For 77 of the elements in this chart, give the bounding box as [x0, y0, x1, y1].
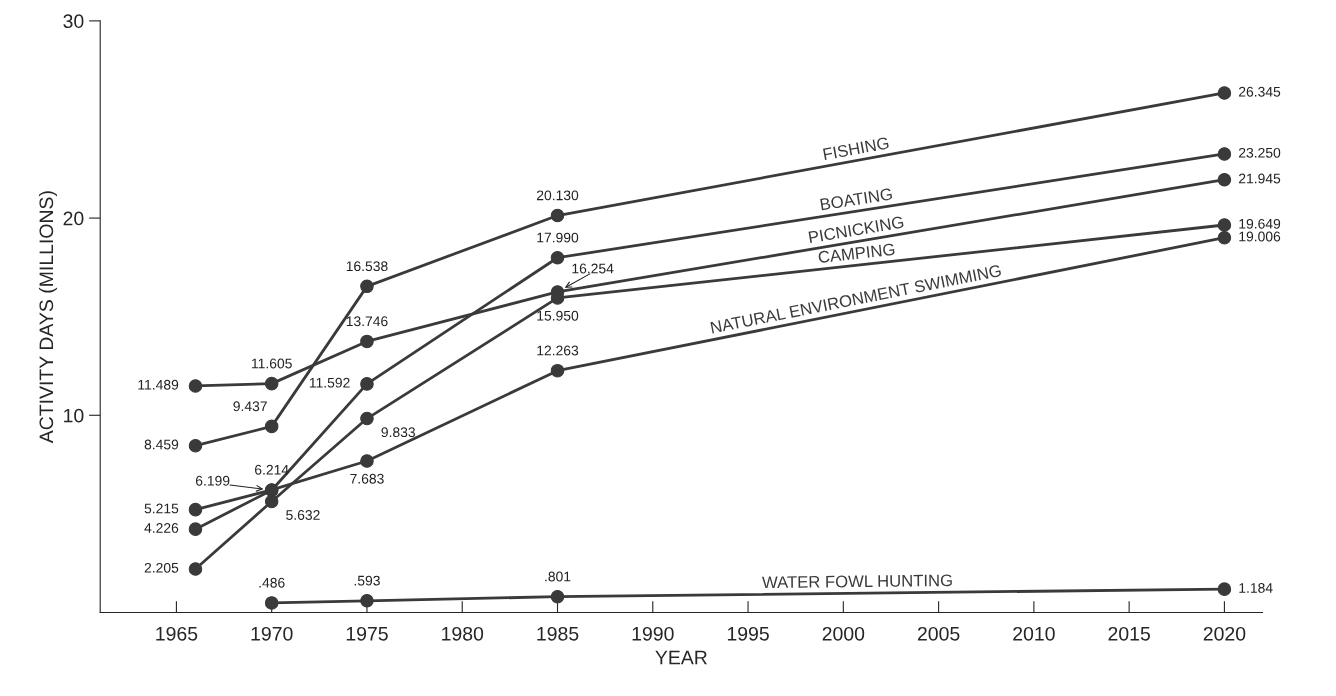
text: FISHING — [822, 136, 890, 161]
point — [550, 208, 565, 223]
point — [264, 419, 279, 434]
data-label: 2.205 — [144, 562, 179, 573]
point — [264, 596, 279, 610]
y-tick-label: 30 — [63, 14, 84, 29]
data-label: .486 — [259, 577, 285, 588]
data-label: 1.184 — [1239, 583, 1273, 593]
point — [188, 379, 203, 393]
x-tick-label: 1975 — [346, 626, 388, 641]
point — [1217, 218, 1232, 232]
data-label: 6.214 — [255, 464, 289, 475]
data-label: 11.489 — [138, 379, 179, 390]
x-tick-label: 2005 — [917, 626, 960, 641]
data-label: 6.199 — [195, 475, 230, 486]
point — [188, 562, 203, 576]
data-label: 9.833 — [381, 427, 415, 438]
point — [550, 363, 565, 378]
data-label: .593 — [354, 575, 380, 586]
point — [360, 454, 374, 468]
point — [360, 334, 374, 349]
point — [188, 438, 203, 453]
data-label: 16.538 — [346, 261, 388, 272]
data-label: 9.437 — [233, 401, 267, 412]
data-label: 23.250 — [1239, 147, 1281, 158]
point — [188, 502, 203, 517]
data-label: 19.006 — [1239, 231, 1281, 242]
x-tick-label: 1980 — [442, 626, 484, 641]
point — [360, 377, 374, 391]
x-axis-title: YEAR — [655, 650, 707, 665]
data-label: 5.632 — [286, 510, 320, 520]
data-label: .801 — [545, 571, 571, 582]
point — [550, 250, 565, 265]
point — [264, 483, 279, 497]
data-label: 13.746 — [346, 316, 388, 327]
x-tick-label: 2000 — [822, 626, 865, 641]
x-tick-label: 2015 — [1108, 626, 1150, 641]
data-label: 17.990 — [537, 232, 579, 243]
point — [360, 411, 374, 426]
y-tick-label: 10 — [64, 408, 84, 423]
y-tick-label: 20 — [63, 211, 84, 226]
series-label: WATER FOWL HUNTING — [762, 574, 952, 589]
point — [550, 589, 565, 604]
data-label: 5.215 — [144, 503, 179, 514]
point — [1217, 230, 1232, 245]
x-tick-label: 1965 — [156, 626, 198, 641]
data-label: 12.263 — [537, 345, 579, 356]
data-label: 19.649 — [1239, 218, 1281, 229]
point — [1217, 582, 1232, 596]
data-label: 11.592 — [309, 377, 350, 388]
data-label: 26.345 — [1239, 86, 1281, 97]
point — [264, 494, 279, 509]
x-tick-label: 2020 — [1203, 626, 1246, 641]
data-label: 16.254 — [572, 263, 614, 274]
y-axis-title: ACTIVITY DAYS (MILLIONS) — [38, 191, 58, 444]
x-tick-label: 1990 — [632, 626, 674, 641]
point — [1217, 147, 1232, 161]
data-label: 21.945 — [1239, 173, 1281, 184]
data-label: 11.605 — [252, 358, 292, 369]
data-label: 8.459 — [144, 439, 179, 450]
point — [1217, 172, 1232, 187]
point — [1217, 86, 1232, 100]
text: CAMPING — [818, 243, 895, 264]
x-tick-label: 2010 — [1013, 626, 1055, 641]
x-tick-label: 1995 — [727, 626, 769, 641]
data-label: 7.683 — [350, 473, 384, 484]
text: PICNICKING — [808, 215, 904, 244]
point — [360, 279, 374, 294]
data-label: 4.226 — [144, 523, 179, 533]
point — [264, 376, 279, 391]
x-tick-label: 1970 — [251, 626, 293, 641]
x-tick-label: 1985 — [537, 626, 579, 641]
text: BOATING — [820, 187, 893, 211]
point — [360, 594, 374, 608]
data-label: 20.130 — [536, 190, 579, 201]
point — [188, 522, 203, 536]
data-label: 15.950 — [537, 310, 579, 321]
